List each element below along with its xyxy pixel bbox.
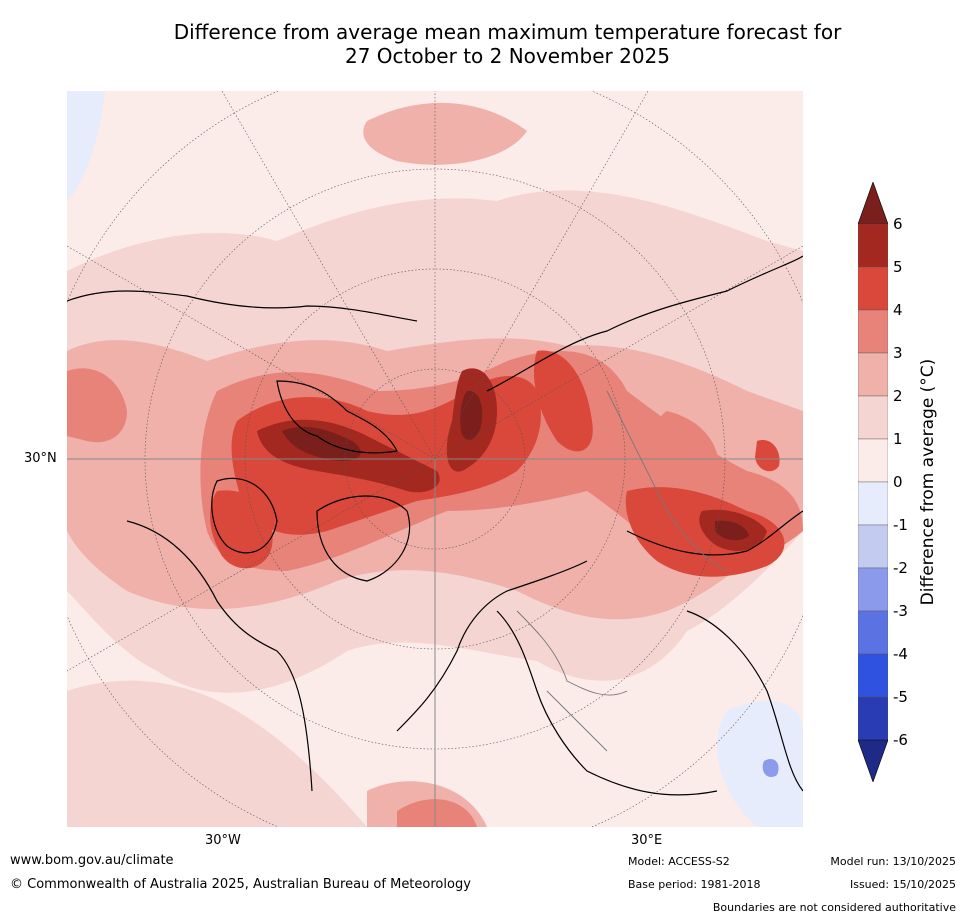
colorbar-tick-label: -4 [893,645,908,663]
colorbar [857,181,889,783]
anomaly-region-over-6 [282,426,361,461]
anomaly-region-1-2-atlantic [67,680,367,827]
footer-website[interactable]: www.bom.gov.au/climate [10,853,174,868]
colorbar-tick-label: -3 [893,602,908,620]
border-line [606,390,728,572]
colorbar-tick-label: -5 [893,688,908,706]
coastline-europe [396,560,588,732]
colorbar-tick-label: 3 [893,344,903,362]
colorbar-arrow-bottom [857,739,889,783]
graticule-meridian [434,245,803,460]
anomaly-region-3-4-asia [655,411,720,500]
colorbar-tick-label: -2 [893,559,908,577]
colorbar-segment [857,567,889,612]
anomaly-region-blue-se [717,700,803,827]
coastlines [67,255,803,796]
colorbar-tick-label: 2 [893,387,903,405]
colorbar-segment [857,266,889,311]
footer-model: Model: ACCESS-S2 [628,855,730,868]
graticule-meridian [434,91,649,460]
footer-issued: Issued: 15/10/2025 [849,878,956,891]
anomaly-region-4-5-east [755,440,780,472]
map-svg [67,91,803,827]
footer-base-period: Base period: 1981-2018 [628,878,761,891]
anomaly-region-3-4-west [67,368,127,443]
lat-label-30n: 30°N [24,451,57,466]
border-line [546,690,608,752]
colorbar-segment [857,610,889,655]
colorbar-segment [857,696,889,741]
anomaly-region-over-6-siberia [460,390,483,441]
colorbar-segment [857,395,889,440]
coastline-east-asia [686,610,803,792]
colorbar-tick-label: -6 [893,731,908,749]
graticule-meridian [67,458,436,672]
footer-model-run: Model run: 13/10/2025 [830,855,956,868]
anomaly-region-blue-se-core [762,758,779,778]
anomaly-region-blue-nw [67,91,105,201]
graticule-meridian [221,91,436,460]
footer-disclaimer: Boundaries are not considered authoritat… [712,901,956,914]
coastline-hudson-bay [211,477,278,554]
colorbar-tick-label: 1 [893,430,903,448]
colorbar-segment [857,653,889,698]
colorbar-tick-label: 4 [893,301,903,319]
country-borders [516,390,728,752]
graticule-meridian [67,245,436,460]
colorbar-arrow-top [857,181,889,225]
coastline-arctic-islands [276,380,398,454]
anomaly-region-4-5-russia [533,350,593,452]
coastline-central-asia [626,510,803,556]
colorbar-tick-label: 0 [893,473,903,491]
colorbar-segment [857,309,889,354]
colorbar-segment [857,524,889,569]
coastline-greenland [316,495,411,582]
axis-lines [67,458,803,827]
lon-label-30w: 30°W [205,833,241,848]
colorbar-tick-label: 5 [893,258,903,276]
colorbar-label: Difference from average (°C) [918,358,938,606]
colorbar-tick-label: 6 [893,215,903,233]
coastline-siberia [486,255,803,392]
forecast-map [67,91,803,827]
coastline-north-america [126,520,313,792]
anomaly-region-over-6-asia [715,520,749,541]
chart-title: Difference from average mean maximum tem… [60,20,955,68]
colorbar-tick-label: -1 [893,516,908,534]
footer-copyright: © Commonwealth of Australia 2025, Austra… [10,877,471,892]
title-line-2: 27 October to 2 November 2025 [344,44,671,68]
border-line [516,610,628,696]
colorbar-segment [857,481,889,526]
colorbar-svg [857,181,889,783]
title-line-1: Difference from average mean maximum tem… [173,20,842,44]
colorbar-segment [857,438,889,483]
colorbar-segment [857,352,889,397]
anomaly-region-3-4-africa [397,799,477,827]
anomaly-region-2-3-pacific [363,102,527,165]
anomaly-region-4-5-canada [210,490,273,569]
coastline-alaska [67,290,418,322]
colorbar-segment [857,223,889,268]
coastline-mediterranean [496,610,718,796]
lon-label-30e: 30°E [631,833,663,848]
